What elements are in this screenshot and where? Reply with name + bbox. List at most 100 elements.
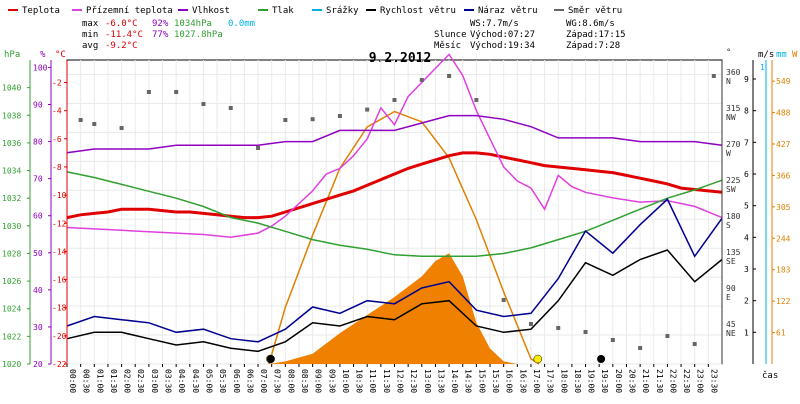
x-tick-label: 00:30 bbox=[82, 369, 91, 393]
stats-min-hum: 77% bbox=[152, 30, 169, 40]
axis-unit-ms: m/s bbox=[758, 50, 774, 60]
x-tick-label: 18:30 bbox=[573, 369, 582, 393]
wind-direction-point bbox=[119, 126, 124, 130]
axis-label-pct: 100 bbox=[33, 63, 48, 72]
axis-label-dir: 135 bbox=[726, 248, 741, 257]
legend-label: Srážky bbox=[326, 6, 359, 16]
axis-unit-wm2: W bbox=[792, 50, 798, 60]
wind-direction-point bbox=[583, 330, 588, 334]
x-tick-label: 17:30 bbox=[546, 369, 555, 393]
wind-direction-point bbox=[610, 338, 615, 342]
axis-label-degc: -20 bbox=[52, 332, 67, 341]
axis-label-hpa: 1020 bbox=[2, 360, 21, 369]
stats-avg-temp: -9.2°C bbox=[105, 41, 138, 51]
axes-layer: 1020 1022 1024 1026 1028 1030 1032 1034 1036 1038… bbox=[2, 60, 791, 369]
axis-label-wm2: 488 bbox=[776, 109, 791, 118]
axis-label-wm2: 61 bbox=[776, 329, 786, 338]
axis-label-hpa: 1038 bbox=[2, 111, 21, 120]
axis-label-degc: -22 bbox=[52, 360, 67, 369]
solar-theoretical-curve bbox=[268, 110, 540, 365]
x-tick-label: 08:00 bbox=[286, 369, 295, 393]
axis-label-compass: W bbox=[726, 149, 731, 158]
axis-label-pct: 50 bbox=[33, 249, 43, 258]
x-tick-label: 23:30 bbox=[709, 369, 718, 393]
x-tick-label: 22:30 bbox=[682, 369, 691, 393]
axis-label-dir: 270 bbox=[726, 140, 741, 149]
axis-label-degc: -2 bbox=[52, 79, 62, 88]
x-tick-label: 01:00 bbox=[95, 369, 104, 393]
stats-block: max -6.0°C 92% 1034hPa 0.0mm min -11.4°C… bbox=[82, 19, 255, 51]
info-moon-rise: Východ:19:34 bbox=[470, 41, 535, 51]
x-tick-label: 13:30 bbox=[436, 369, 445, 393]
x-tick-label: 07:00 bbox=[259, 369, 268, 393]
info-sun-label: Slunce bbox=[434, 30, 467, 40]
legend-label: Vlhkost bbox=[192, 6, 230, 16]
stats-min-press: 1027.8hPa bbox=[174, 30, 223, 40]
x-tick-label: 12:30 bbox=[409, 369, 418, 393]
axis-label-wm2: 183 bbox=[776, 266, 791, 275]
axis-label-compass: N bbox=[726, 77, 731, 86]
x-tick-label: 05:00 bbox=[204, 369, 213, 393]
info-sun-rise: Východ:07:27 bbox=[470, 30, 535, 40]
info-wg: WG:8.6m/s bbox=[566, 19, 615, 29]
axis-unit-hpa: hPa bbox=[4, 50, 20, 60]
solar-layer bbox=[268, 110, 540, 365]
axis-label-ms: 7 bbox=[744, 138, 749, 147]
axis-label-wm2: 549 bbox=[776, 77, 791, 86]
wind-direction-point bbox=[447, 74, 452, 78]
x-tick-label: 23:00 bbox=[696, 369, 705, 393]
x-tick-label: 16:00 bbox=[505, 369, 514, 393]
stats-max-rain: 0.0mm bbox=[228, 19, 255, 29]
x-tick-label: 09:30 bbox=[327, 369, 336, 393]
x-tick-label: 19:30 bbox=[600, 369, 609, 393]
axis-label-hpa: 1032 bbox=[2, 194, 21, 203]
wind-direction-point bbox=[556, 326, 561, 330]
sunset-marker bbox=[533, 354, 543, 364]
axis-label-ms: 3 bbox=[744, 265, 749, 274]
x-tick-label: 18:00 bbox=[559, 369, 568, 393]
x-tick-label: 14:00 bbox=[450, 369, 459, 393]
x-tick-label: 02:00 bbox=[123, 369, 132, 393]
axis-label-degc: -14 bbox=[52, 247, 67, 256]
axis-label-wm2: 244 bbox=[776, 234, 791, 243]
x-tick-label: 02:30 bbox=[136, 369, 145, 393]
series-line bbox=[66, 151, 723, 220]
wind-direction-point bbox=[78, 118, 83, 122]
axis-label-hpa: 1024 bbox=[2, 305, 21, 314]
axis-label-wm2: 122 bbox=[776, 297, 791, 306]
axis-label-hpa: 1022 bbox=[2, 332, 21, 341]
x-tick-label: 13:00 bbox=[423, 369, 432, 393]
axis-unit-mm: mm bbox=[776, 50, 787, 60]
info-sun-set: Západ:17:15 bbox=[566, 30, 626, 40]
x-tick-label: 12:00 bbox=[396, 369, 405, 393]
axis-label-hpa: 1026 bbox=[2, 277, 21, 286]
x-tick-label: 11:00 bbox=[368, 369, 377, 393]
legend-label: Přízemní teplota bbox=[86, 6, 173, 16]
axis-label-degc: -10 bbox=[52, 191, 67, 200]
axis-label-ms: 2 bbox=[744, 297, 749, 306]
x-tick-label: 11:30 bbox=[382, 369, 391, 393]
axis-label-ms: 5 bbox=[744, 202, 749, 211]
axis-unit-pct: % bbox=[40, 50, 46, 60]
x-tick-label: 16:30 bbox=[518, 369, 527, 393]
axis-unit-dir: ° bbox=[726, 48, 731, 58]
axis-label-degc: -16 bbox=[52, 276, 67, 285]
stats-max-label: max bbox=[82, 19, 99, 29]
legend-label: Teplota bbox=[22, 6, 60, 16]
axis-label-degc: -18 bbox=[52, 304, 67, 313]
legend-label: Tlak bbox=[272, 6, 294, 16]
wind-direction-point bbox=[474, 98, 479, 102]
axis-label-wm2: 366 bbox=[776, 171, 791, 180]
series-line bbox=[66, 114, 723, 154]
stats-max-press: 1034hPa bbox=[174, 19, 212, 29]
axis-label-compass: E bbox=[726, 293, 731, 302]
x-tick-label: 10:00 bbox=[341, 369, 350, 393]
legend: Teplota Přízemní teplota Vlhkost Tlak Srážky… bbox=[8, 6, 622, 16]
axis-label-pct: 70 bbox=[33, 175, 43, 184]
stats-min-temp: -11.4°C bbox=[105, 30, 143, 40]
axis-label-wm2: 427 bbox=[776, 140, 791, 149]
wind-direction-point bbox=[419, 78, 424, 82]
wind-direction-point bbox=[92, 122, 97, 126]
axis-label-wm2: 305 bbox=[776, 203, 791, 212]
